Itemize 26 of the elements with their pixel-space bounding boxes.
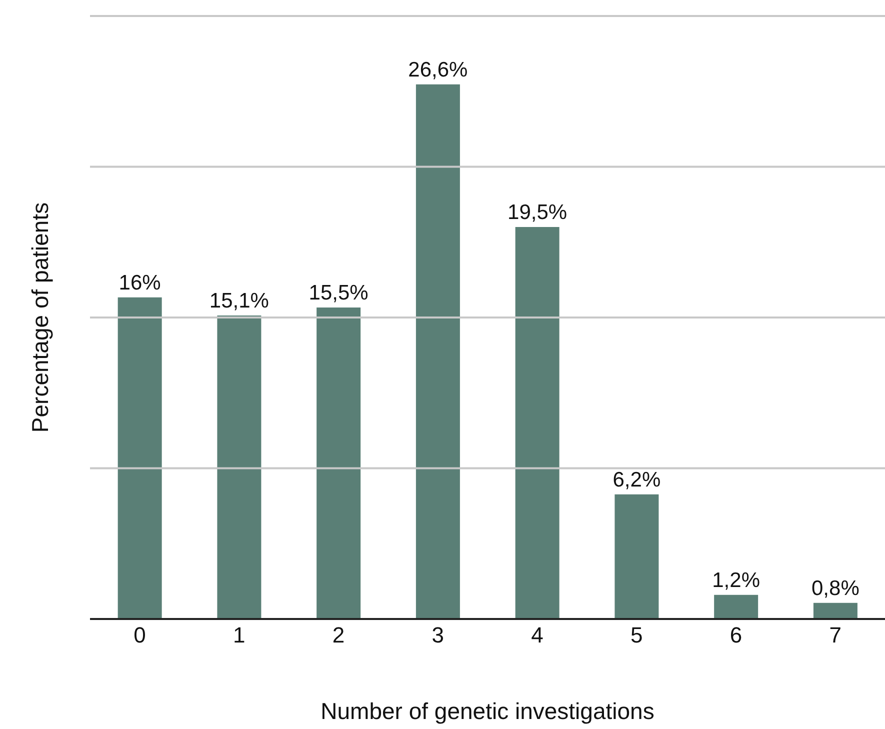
x-axis-title: Number of genetic investigations	[320, 698, 654, 724]
x-tick-label: 7	[829, 622, 842, 648]
y-axis-title: Percentage of patients	[27, 202, 54, 433]
data-label: 6,2%	[612, 468, 661, 492]
x-tick-label: 4	[531, 622, 544, 648]
bar	[515, 227, 560, 619]
bar	[714, 594, 758, 619]
data-label: 15,5%	[308, 281, 368, 304]
x-tick-label: 6	[730, 622, 742, 648]
bar	[118, 297, 162, 619]
bar	[316, 307, 361, 619]
x-tick-label: 1	[232, 622, 246, 648]
x-tick-label: 0	[134, 622, 146, 648]
bar	[813, 602, 858, 619]
x-tick-label: 5	[630, 622, 643, 648]
bar	[217, 315, 262, 619]
x-tick-label: 3	[432, 622, 444, 648]
data-label: 19,5%	[508, 201, 568, 224]
data-label: 1,2%	[712, 568, 760, 592]
x-tick-label: 2	[332, 622, 345, 648]
data-label: 16%	[118, 271, 161, 294]
data-label: 0,8%	[812, 576, 860, 600]
data-label: 26,6%	[408, 58, 468, 82]
bar	[416, 84, 460, 619]
data-label: 15,1%	[209, 289, 269, 312]
bar	[614, 494, 659, 619]
